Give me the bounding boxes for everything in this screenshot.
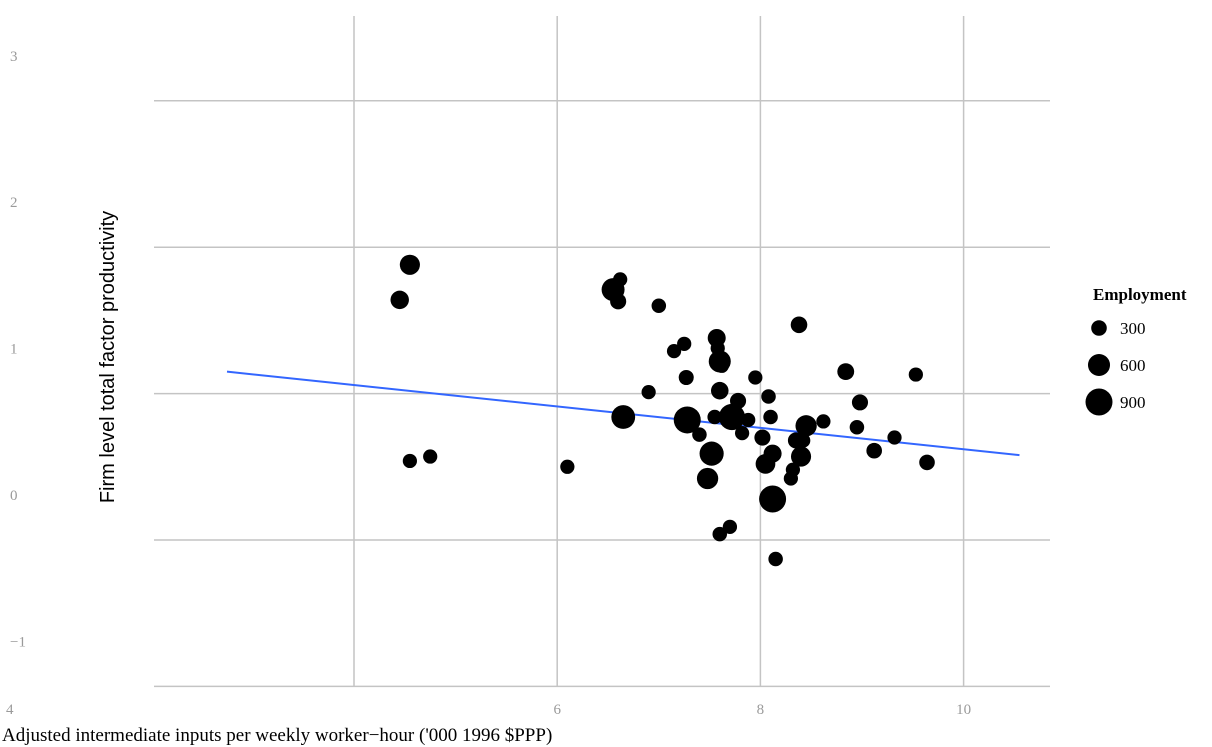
data-point (837, 363, 855, 381)
legend-label: 900 (1120, 393, 1146, 412)
data-point (651, 298, 667, 314)
y-tick-label: 2 (10, 195, 18, 211)
y-tick-label: 1 (10, 342, 18, 358)
data-points (390, 254, 935, 567)
x-axis-label: Adjusted intermediate inputs per weekly … (2, 725, 552, 746)
data-point (399, 254, 420, 275)
data-point (696, 467, 719, 490)
data-point (759, 485, 787, 513)
data-point (718, 403, 746, 431)
tick-labels: −1 0 1 2 3 4 6 8 10 (6, 49, 971, 718)
legend: Employment 300 600 900 (1085, 285, 1187, 416)
data-point (611, 405, 636, 429)
x-tick-label: 8 (757, 702, 765, 718)
data-point (795, 415, 817, 437)
data-point (919, 454, 935, 471)
data-point (763, 444, 782, 463)
data-point (714, 358, 729, 373)
legend-key (1085, 388, 1113, 416)
data-point (712, 526, 728, 542)
data-point (851, 394, 869, 411)
data-point (610, 293, 627, 310)
legend-key (1091, 320, 1107, 336)
data-point (673, 406, 701, 434)
data-point (816, 414, 831, 429)
data-point (613, 272, 628, 287)
data-point (887, 430, 902, 445)
data-point (754, 429, 771, 446)
data-point (699, 441, 724, 466)
y-axis-label: Firm level total factor productivity (97, 211, 119, 503)
data-point (707, 409, 722, 425)
data-point (678, 369, 694, 386)
data-point (722, 519, 738, 534)
data-point (741, 412, 756, 428)
data-point (692, 427, 707, 442)
data-point (423, 449, 438, 464)
legend-title: Employment (1093, 285, 1187, 304)
x-tick-label: 10 (956, 702, 971, 718)
x-tick-label: 6 (553, 702, 561, 718)
legend-label: 600 (1120, 356, 1146, 375)
data-point (866, 442, 882, 459)
y-tick-label: 0 (10, 488, 18, 504)
data-point (908, 367, 923, 382)
gridlines (154, 16, 1050, 688)
data-point (710, 381, 729, 400)
data-point (666, 344, 682, 359)
data-point (768, 551, 783, 567)
data-point (641, 385, 656, 400)
data-point (763, 409, 778, 425)
data-point (677, 336, 692, 351)
x-tick-label: 4 (6, 702, 14, 718)
data-point (761, 389, 776, 404)
data-point (748, 370, 763, 385)
y-tick-label: −1 (10, 634, 26, 650)
data-point (795, 433, 811, 448)
data-point (790, 316, 808, 334)
data-point (790, 446, 812, 467)
data-point (390, 290, 409, 310)
data-point (734, 426, 750, 441)
y-tick-label: 3 (10, 49, 18, 65)
data-point (849, 420, 865, 435)
data-point (729, 392, 747, 409)
legend-key (1087, 353, 1111, 377)
legend-label: 300 (1120, 319, 1146, 338)
data-point (785, 462, 801, 477)
data-point (560, 459, 575, 474)
data-point (402, 453, 417, 469)
